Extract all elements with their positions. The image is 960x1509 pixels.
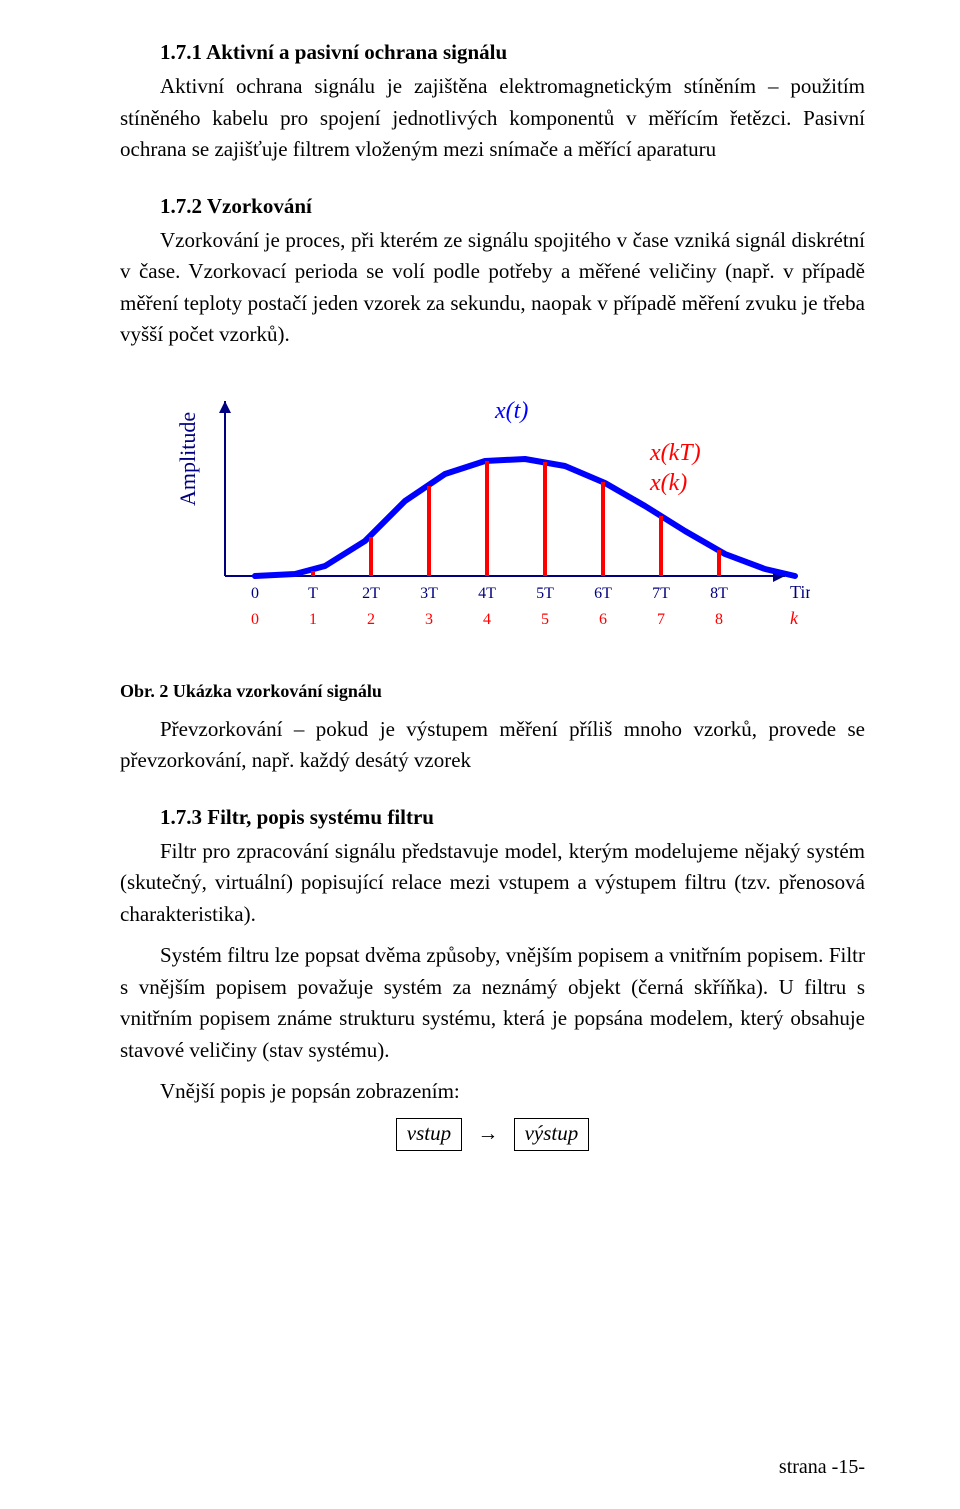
svg-text:3T: 3T <box>420 585 438 602</box>
equation-input-box: vstup <box>396 1118 462 1151</box>
svg-text:k: k <box>790 608 799 628</box>
svg-text:x(k): x(k) <box>649 470 687 496</box>
svg-text:7T: 7T <box>652 585 670 602</box>
svg-text:1: 1 <box>309 611 317 628</box>
para-1-7-3-b: Systém filtru lze popsat dvěma způsoby, … <box>120 940 865 1066</box>
figure-sampling: Amplitude 0 0 T 1 2T 2 3T 3 4T 4 5T 5 6T 6 7T 7 8T 8 Time k x… <box>120 396 865 656</box>
para-prevzorkovani: Převzorkování – pokud je výstupem měření… <box>120 714 865 777</box>
svg-text:0: 0 <box>251 585 259 602</box>
svg-text:6: 6 <box>599 611 607 628</box>
svg-text:8: 8 <box>715 611 723 628</box>
svg-text:Amplitude: Amplitude <box>175 411 200 505</box>
para-1-7-3-a: Filtr pro zpracování signálu představuje… <box>120 836 865 931</box>
svg-text:x(kT): x(kT) <box>649 440 701 466</box>
svg-text:5: 5 <box>541 611 549 628</box>
svg-text:7: 7 <box>657 611 665 628</box>
svg-text:Time: Time <box>790 582 810 602</box>
svg-text:8T: 8T <box>710 585 728 602</box>
svg-text:3: 3 <box>425 611 433 628</box>
svg-text:0: 0 <box>251 611 259 628</box>
equation-output-box: výstup <box>514 1118 590 1151</box>
svg-text:T: T <box>308 585 318 602</box>
sampling-diagram-svg: Amplitude 0 0 T 1 2T 2 3T 3 4T 4 5T 5 6T 6 7T 7 8T 8 Time k x… <box>175 396 810 656</box>
svg-text:5T: 5T <box>536 585 554 602</box>
svg-text:x(t): x(t) <box>494 398 528 424</box>
page-footer: strana -15- <box>779 1456 865 1479</box>
equation-io-map: vstup → výstup <box>120 1118 865 1151</box>
figure-caption: Obr. 2 Ukázka vzorkování signálu <box>120 681 865 702</box>
heading-1-7-2: 1.7.2 Vzorkování <box>120 194 865 219</box>
para-1-7-3-c: Vnější popis je popsán zobrazením: <box>120 1076 865 1108</box>
heading-1-7-1: 1.7.1 Aktivní a pasivní ochrana signálu <box>120 40 865 65</box>
svg-text:6T: 6T <box>594 585 612 602</box>
para-1-7-2: Vzorkování je proces, při kterém ze sign… <box>120 225 865 351</box>
heading-1-7-3: 1.7.3 Filtr, popis systému filtru <box>120 805 865 830</box>
svg-text:2: 2 <box>367 611 375 628</box>
para-1-7-1: Aktivní ochrana signálu je zajištěna ele… <box>120 71 865 166</box>
svg-text:2T: 2T <box>362 585 380 602</box>
svg-text:4T: 4T <box>478 585 496 602</box>
svg-text:4: 4 <box>483 611 491 628</box>
equation-arrow: → <box>477 1121 498 1145</box>
